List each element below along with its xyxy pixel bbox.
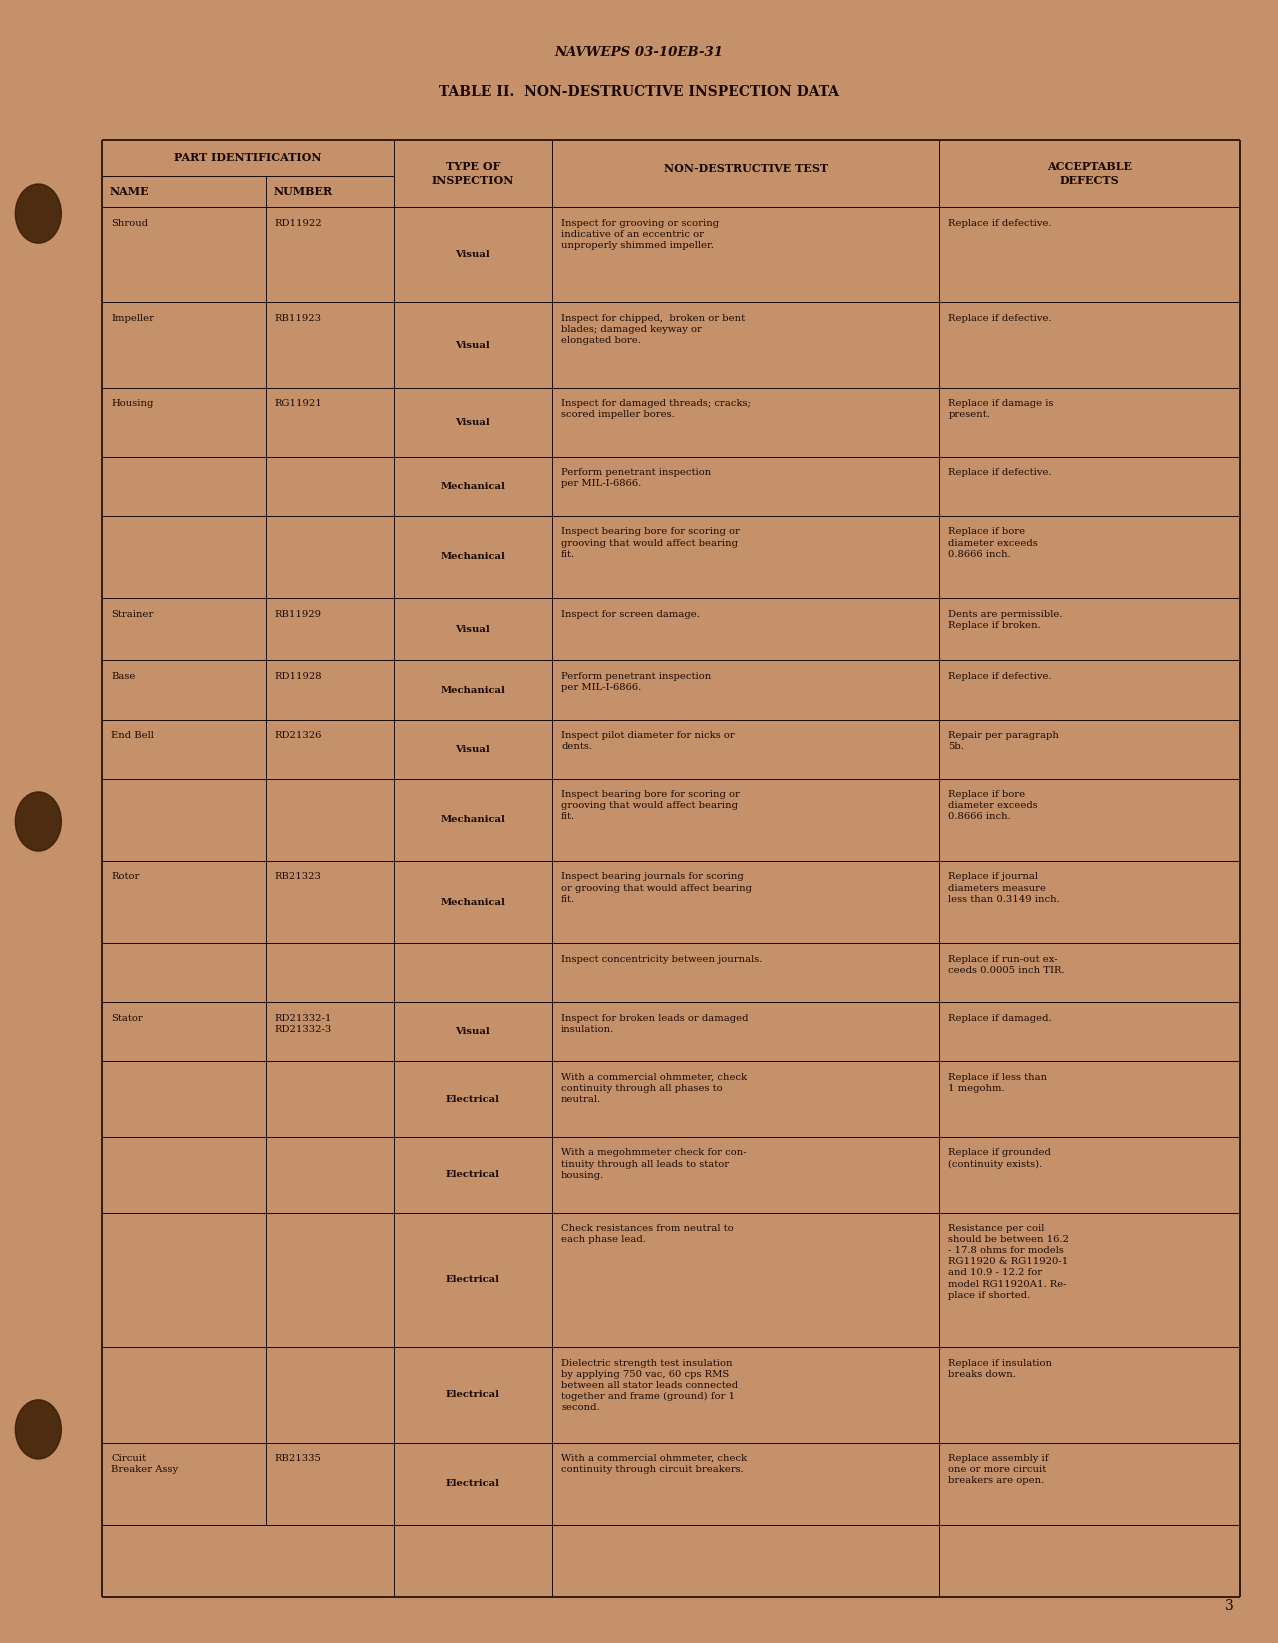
Text: With a megohmmeter check for con-
tinuity through all leads to stator
housing.: With a megohmmeter check for con- tinuit… (561, 1148, 746, 1180)
Text: Base: Base (111, 672, 135, 680)
Text: Electrical: Electrical (446, 1275, 500, 1285)
Text: Perform penetrant inspection
per MIL-I-6866.: Perform penetrant inspection per MIL-I-6… (561, 468, 712, 488)
Text: With a commercial ohmmeter, check
continuity through circuit breakers.: With a commercial ohmmeter, check contin… (561, 1454, 748, 1474)
Text: Replace if less than
1 megohm.: Replace if less than 1 megohm. (948, 1073, 1048, 1093)
Text: Inspect bearing journals for scoring
or grooving that would affect bearing
fit.: Inspect bearing journals for scoring or … (561, 872, 751, 904)
Text: Strainer: Strainer (111, 610, 153, 618)
Text: Visual: Visual (455, 1027, 491, 1037)
Text: Electrical: Electrical (446, 1094, 500, 1104)
Circle shape (15, 1400, 61, 1459)
Text: Check resistances from neutral to
each phase lead.: Check resistances from neutral to each p… (561, 1224, 734, 1244)
Text: Electrical: Electrical (446, 1170, 500, 1180)
Text: With a commercial ohmmeter, check
continuity through all phases to
neutral.: With a commercial ohmmeter, check contin… (561, 1073, 748, 1104)
Text: Inspect for broken leads or damaged
insulation.: Inspect for broken leads or damaged insu… (561, 1014, 749, 1033)
Text: ACCEPTABLE
DEFECTS: ACCEPTABLE DEFECTS (1047, 161, 1132, 186)
Text: 3: 3 (1224, 1599, 1233, 1613)
Text: TABLE II.  NON-DESTRUCTIVE INSPECTION DATA: TABLE II. NON-DESTRUCTIVE INSPECTION DAT… (440, 85, 838, 99)
Text: Visual: Visual (455, 417, 491, 427)
Text: TYPE OF
INSPECTION: TYPE OF INSPECTION (432, 161, 514, 186)
Text: RB21335: RB21335 (275, 1454, 322, 1462)
Text: Electrical: Electrical (446, 1479, 500, 1489)
Text: NAME: NAME (110, 186, 150, 197)
Text: NAVWEPS 03-10EB-31: NAVWEPS 03-10EB-31 (555, 46, 723, 59)
Text: RD11922: RD11922 (275, 219, 322, 227)
Text: Replace if bore
diameter exceeds
0.8666 inch.: Replace if bore diameter exceeds 0.8666 … (948, 790, 1038, 822)
Text: Perform penetrant inspection
per MIL-I-6866.: Perform penetrant inspection per MIL-I-6… (561, 672, 712, 692)
Text: Housing: Housing (111, 399, 153, 407)
Text: Replace if damaged.: Replace if damaged. (948, 1014, 1052, 1022)
Circle shape (15, 184, 61, 243)
Text: Visual: Visual (455, 340, 491, 350)
Text: Circuit
Breaker Assy: Circuit Breaker Assy (111, 1454, 179, 1474)
Text: End Bell: End Bell (111, 731, 155, 739)
Circle shape (15, 792, 61, 851)
Text: Impeller: Impeller (111, 314, 155, 322)
Text: Stator: Stator (111, 1014, 143, 1022)
Text: Inspect for chipped,  broken or bent
blades; damaged keyway or
elongated bore.: Inspect for chipped, broken or bent blad… (561, 314, 745, 345)
Text: RB11929: RB11929 (275, 610, 322, 618)
Text: Mechanical: Mechanical (441, 897, 505, 907)
Text: RB11923: RB11923 (275, 314, 322, 322)
Text: Electrical: Electrical (446, 1390, 500, 1400)
Text: RB21323: RB21323 (275, 872, 322, 881)
Text: Rotor: Rotor (111, 872, 139, 881)
Text: Replace if defective.: Replace if defective. (948, 468, 1052, 476)
Text: RD21326: RD21326 (275, 731, 322, 739)
Text: Replace if insulation
breaks down.: Replace if insulation breaks down. (948, 1359, 1052, 1378)
Text: NUMBER: NUMBER (273, 186, 332, 197)
Text: Replace if defective.: Replace if defective. (948, 314, 1052, 322)
Text: Dents are permissible.
Replace if broken.: Dents are permissible. Replace if broken… (948, 610, 1063, 629)
Text: PART IDENTIFICATION: PART IDENTIFICATION (174, 153, 322, 163)
Text: RG11921: RG11921 (275, 399, 322, 407)
Text: RD11928: RD11928 (275, 672, 322, 680)
Text: Visual: Visual (455, 624, 491, 634)
Text: Replace if defective.: Replace if defective. (948, 672, 1052, 680)
Text: Shroud: Shroud (111, 219, 148, 227)
Text: Inspect for damaged threads; cracks;
scored impeller bores.: Inspect for damaged threads; cracks; sco… (561, 399, 751, 419)
Text: NON-DESTRUCTIVE TEST: NON-DESTRUCTIVE TEST (663, 163, 828, 174)
Text: Inspect for screen damage.: Inspect for screen damage. (561, 610, 700, 618)
Text: Replace assembly if
one or more circuit
breakers are open.: Replace assembly if one or more circuit … (948, 1454, 1049, 1485)
Text: Inspect pilot diameter for nicks or
dents.: Inspect pilot diameter for nicks or dent… (561, 731, 735, 751)
Text: Inspect bearing bore for scoring or
grooving that would affect bearing
fit.: Inspect bearing bore for scoring or groo… (561, 790, 740, 822)
Text: Replace if bore
diameter exceeds
0.8666 inch.: Replace if bore diameter exceeds 0.8666 … (948, 527, 1038, 559)
Text: Resistance per coil
should be between 16.2
- 17.8 ohms for models
RG11920 & RG11: Resistance per coil should be between 16… (948, 1224, 1070, 1300)
Text: Dielectric strength test insulation
by applying 750 vac, 60 cps RMS
between all : Dielectric strength test insulation by a… (561, 1359, 739, 1413)
Text: Mechanical: Mechanical (441, 552, 505, 562)
Text: Replace if defective.: Replace if defective. (948, 219, 1052, 227)
Text: Repair per paragraph
5b.: Repair per paragraph 5b. (948, 731, 1059, 751)
Text: Inspect concentricity between journals.: Inspect concentricity between journals. (561, 955, 763, 963)
Text: Mechanical: Mechanical (441, 815, 505, 825)
Text: Replace if run-out ex-
ceeds 0.0005 inch TIR.: Replace if run-out ex- ceeds 0.0005 inch… (948, 955, 1065, 974)
Text: Mechanical: Mechanical (441, 481, 505, 491)
Text: Inspect for grooving or scoring
indicative of an eccentric or
unproperly shimmed: Inspect for grooving or scoring indicati… (561, 219, 720, 250)
Text: Mechanical: Mechanical (441, 685, 505, 695)
Text: Replace if journal
diameters measure
less than 0.3149 inch.: Replace if journal diameters measure les… (948, 872, 1059, 904)
Text: Visual: Visual (455, 250, 491, 260)
Text: Inspect bearing bore for scoring or
grooving that would affect bearing
fit.: Inspect bearing bore for scoring or groo… (561, 527, 740, 559)
Text: RD21332-1
RD21332-3: RD21332-1 RD21332-3 (275, 1014, 332, 1033)
Text: Replace if grounded
(continuity exists).: Replace if grounded (continuity exists). (948, 1148, 1051, 1168)
Text: Visual: Visual (455, 744, 491, 754)
Text: Replace if damage is
present.: Replace if damage is present. (948, 399, 1054, 419)
